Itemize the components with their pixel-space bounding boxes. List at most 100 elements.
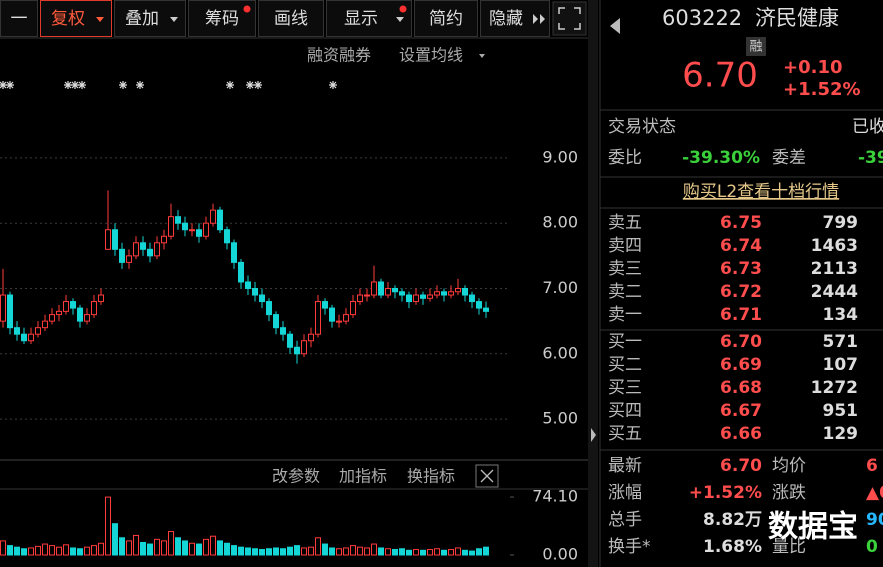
stat-label: 总手 (608, 510, 642, 530)
volume-bar (238, 546, 244, 556)
close-button[interactable] (475, 464, 499, 488)
book-volume: 951 (823, 401, 859, 421)
toolbar-button[interactable] (188, 0, 256, 37)
stat-label: 最新 (608, 456, 642, 476)
back-arrow[interactable] (610, 18, 620, 34)
volume-bar (70, 547, 76, 556)
event-icon (71, 81, 79, 89)
volume-bar (203, 538, 209, 556)
book-label: 买四 (608, 401, 642, 421)
stock-code: 603222 (662, 6, 742, 30)
candle-body (70, 301, 76, 309)
candle-body (343, 314, 349, 322)
chart-menu[interactable]: 设置均线 (399, 46, 463, 65)
book-price: 6.69 (720, 355, 762, 375)
candle-body (84, 314, 90, 322)
toolbar-button[interactable] (0, 0, 38, 37)
status-label: 交易状态 (608, 117, 676, 137)
splitter-arrow[interactable] (591, 428, 596, 442)
event-icon (64, 81, 72, 89)
volume-bar (385, 548, 391, 556)
toolbar-button[interactable] (258, 0, 324, 37)
candle-body (7, 294, 13, 329)
volume-bar (308, 546, 314, 556)
candle-body (420, 294, 426, 299)
fullscreen-icon (558, 7, 581, 30)
stat-label: 涨跌 (772, 483, 806, 503)
y-tick-label: 8.00 (542, 213, 578, 232)
candle-body (133, 242, 139, 257)
book-price: 6.68 (720, 378, 762, 398)
candle-body (448, 291, 454, 296)
splitter (588, 0, 598, 567)
candle-body (224, 229, 230, 244)
badge-bg (746, 37, 766, 56)
volume-bar (413, 549, 419, 556)
toolbar-label: 复权 (51, 9, 85, 29)
volume-bar (28, 547, 34, 556)
committee-value: -39.30% (682, 148, 760, 168)
volume-bar (14, 546, 20, 556)
book-label: 卖四 (608, 236, 642, 256)
indicator-menu[interactable]: 换指标 (407, 467, 455, 486)
volume-bar (259, 549, 265, 556)
book-price: 6.67 (720, 401, 762, 421)
l2-link[interactable]: 购买L2查看十档行情 (683, 182, 839, 202)
candle-body (56, 310, 62, 316)
volume-bar (280, 548, 286, 556)
candle-body (350, 301, 356, 316)
book-label: 买一 (608, 332, 642, 352)
volume-bar (266, 548, 272, 556)
volume-bar (329, 547, 335, 556)
y-tick-label: 74.10 (532, 487, 578, 506)
candle-body (77, 307, 83, 322)
fullscreen-button[interactable] (552, 1, 587, 36)
volume-bar (189, 542, 195, 556)
indicator-menu[interactable]: 改参数 (272, 467, 320, 486)
book-label: 卖五 (608, 213, 642, 233)
candle-body (231, 242, 237, 263)
volume-bar (287, 546, 293, 556)
stock-name: 济民健康 (755, 6, 839, 30)
book-label: 买三 (608, 378, 642, 398)
candle-body (315, 301, 321, 335)
book-price: 6.71 (720, 305, 762, 325)
candle-body (294, 346, 300, 355)
candle-body (336, 320, 342, 323)
candle-body (203, 222, 209, 237)
candle-body (322, 301, 328, 309)
candle-body (378, 281, 384, 296)
stat-value: 1.68% (703, 537, 762, 557)
book-label: 卖三 (608, 259, 642, 279)
candle-body (455, 287, 461, 293)
volume-bar (42, 543, 48, 556)
indicator-menu[interactable]: 加指标 (339, 467, 387, 486)
dropdown-caret (396, 17, 404, 22)
stat-value: 6.70 (720, 456, 762, 476)
toolbar-button[interactable] (480, 0, 550, 37)
candle-body (175, 216, 181, 224)
toolbar-label: 显示 (344, 9, 378, 29)
dropdown-caret (170, 17, 178, 22)
candle-body (63, 301, 69, 312)
candle-body (392, 287, 398, 293)
chart-menu[interactable]: 融资融券 (307, 46, 371, 65)
candle-body (0, 294, 6, 322)
badge: 融 (749, 40, 762, 55)
dropdown-caret (479, 54, 485, 58)
candle-body (441, 291, 447, 296)
book-price: 6.72 (720, 282, 762, 302)
candle-body (308, 333, 314, 342)
stat-label: 涨幅 (608, 483, 642, 503)
candle-body (161, 235, 167, 244)
toolbar-button[interactable] (414, 0, 478, 37)
toolbar-label: 叠加 (125, 9, 159, 29)
candle-body (140, 242, 146, 250)
volume-bar (406, 549, 412, 556)
volume-bar (469, 550, 475, 556)
stat-value: +1.52% (689, 483, 762, 503)
volume-bar (182, 540, 188, 556)
y-tick-label: 7.00 (542, 278, 578, 297)
book-price: 6.74 (720, 236, 762, 256)
